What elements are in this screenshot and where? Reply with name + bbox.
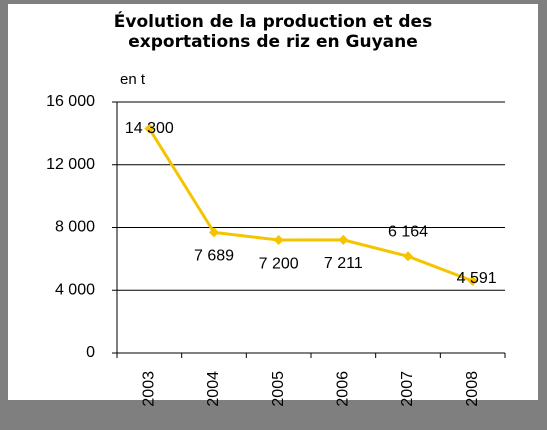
y-tick-label: 8 000: [55, 219, 95, 236]
chart-panel: [8, 4, 538, 400]
marker: [467, 275, 478, 286]
marker: [338, 234, 349, 245]
x-tick-label: 2004: [205, 371, 222, 407]
data-label: 7 200: [259, 255, 299, 272]
x-tick-label: 2003: [141, 371, 158, 407]
x-tick-label: 2005: [270, 371, 287, 407]
data-label: 14 300: [125, 120, 174, 137]
chart-title: Évolution de la production et des: [114, 10, 432, 32]
marker: [144, 123, 155, 134]
marker: [209, 227, 219, 238]
x-tick-label: 2006: [335, 371, 352, 407]
data-label: 6 164: [388, 224, 428, 241]
marker: [273, 235, 284, 246]
y-tick-label: 0: [86, 344, 95, 361]
chart-title: exportations de riz en Guyane: [128, 32, 418, 52]
marker: [403, 251, 413, 262]
data-label: 7 689: [194, 248, 234, 265]
y-tick-label: 4 000: [55, 281, 95, 298]
y-unit-label: en t: [120, 71, 146, 88]
y-tick-label: 16 000: [46, 93, 95, 110]
x-tick-label: 2008: [464, 371, 481, 407]
line: [148, 127, 474, 283]
data-label: 7 211: [324, 255, 363, 272]
y-tick-label: 12 000: [46, 156, 95, 173]
data-label: 4 591: [457, 270, 497, 287]
x-tick-label: 2007: [399, 371, 416, 407]
